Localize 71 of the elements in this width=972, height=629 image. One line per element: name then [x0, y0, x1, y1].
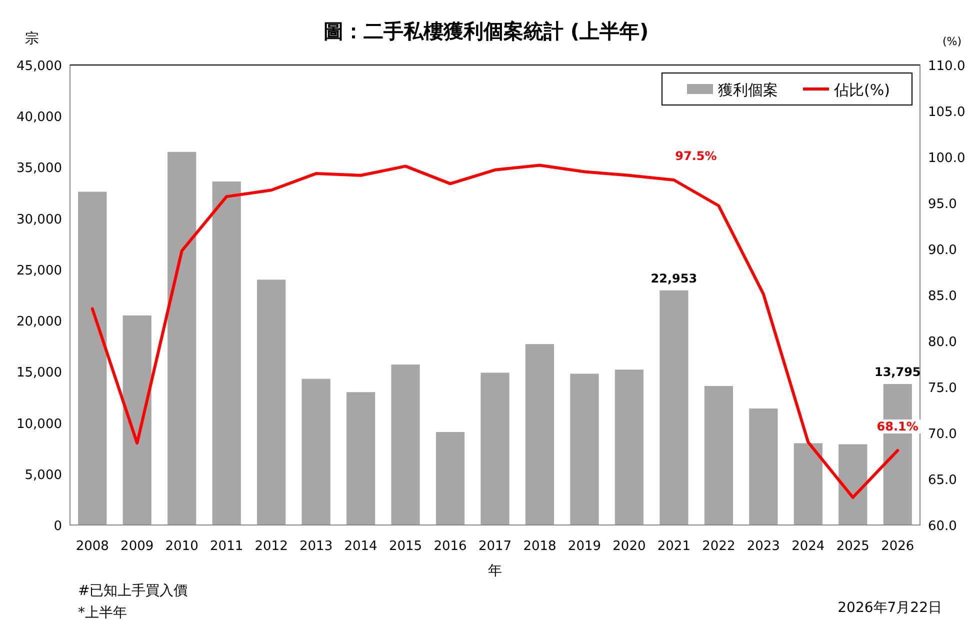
y-tick-label: 5,000 [24, 468, 62, 483]
bar [257, 280, 286, 525]
x-tick-label: 2014 [344, 539, 378, 554]
bar [838, 444, 868, 525]
y-tick-label: 0 [54, 519, 62, 534]
x-tick-label: 2016 [434, 539, 467, 554]
x-tick-label: 2022 [702, 539, 736, 554]
y-tick-label: 15,000 [16, 366, 62, 381]
bar [436, 432, 465, 525]
data-label: 68.1% [876, 419, 918, 434]
y-tick-label: 25,000 [16, 263, 62, 278]
x-tick-label: 2019 [568, 539, 602, 554]
bar [614, 370, 644, 525]
bar [212, 182, 241, 525]
bar [570, 374, 599, 525]
y2-tick-label: 70.0 [928, 427, 957, 442]
x-tick-label: 2015 [388, 539, 422, 554]
x-tick-label: 2021 [657, 539, 690, 554]
y-tick-label: 35,000 [16, 161, 62, 176]
y2-tick-label: 80.0 [928, 335, 957, 350]
x-tick-label: 2013 [300, 539, 333, 554]
y2-axis-title: (%) [942, 35, 962, 48]
bar [122, 315, 152, 525]
bar [302, 378, 330, 525]
chart-title: 圖：二手私樓獲利個案統計 (上半年) [323, 19, 649, 43]
y-tick-label: 30,000 [16, 212, 62, 228]
y-tick-label: 10,000 [16, 416, 62, 432]
x-tick-label: 2025 [836, 539, 870, 554]
bar [794, 443, 822, 525]
data-label: 22,953 [650, 271, 698, 286]
bar [480, 372, 510, 525]
x-tick-label: 2012 [254, 539, 288, 554]
x-tick-label: 2020 [612, 539, 646, 554]
legend-label: 獲利個案 [718, 81, 778, 99]
y2-tick-label: 65.0 [928, 473, 957, 488]
x-tick-label: 2009 [120, 539, 154, 554]
bar [525, 344, 554, 525]
y2-tick-label: 85.0 [928, 289, 957, 304]
y2-tick-label: 95.0 [928, 197, 957, 212]
y-axis-title: 宗 [25, 31, 39, 47]
y-tick-label: 40,000 [16, 110, 62, 126]
data-label: 13,795 [874, 364, 921, 379]
y-tick-label: 20,000 [16, 314, 62, 330]
x-tick-label: 2017 [478, 539, 512, 554]
x-tick-label: 2026 [881, 539, 914, 554]
bar [704, 386, 733, 525]
y2-tick-label: 100.0 [928, 151, 966, 166]
y2-tick-label: 75.0 [928, 381, 957, 396]
bar [168, 152, 196, 525]
data-label: 97.5% [675, 149, 717, 163]
y2-tick-label: 60.0 [928, 519, 957, 534]
y2-tick-label: 110.0 [928, 59, 966, 74]
x-tick-label: 2023 [746, 539, 780, 554]
bar [78, 192, 107, 525]
x-tick-label: 2018 [523, 539, 556, 554]
text: *上半年 [78, 605, 127, 621]
bar [346, 392, 376, 525]
y2-tick-label: 90.0 [928, 243, 957, 258]
y2-tick-label: 105.0 [928, 105, 966, 120]
bar [660, 290, 688, 525]
x-tick-label: 2011 [210, 539, 244, 554]
legend-label: 佔比(%) [833, 81, 890, 99]
x-tick-label: 2010 [165, 539, 198, 554]
x-tick-label: 2024 [792, 539, 825, 554]
x-tick-label: 2008 [76, 539, 109, 554]
bar [749, 408, 778, 525]
x-axis-title: 年 [488, 563, 502, 579]
y-tick-label: 45,000 [16, 59, 62, 74]
text: #已知上手買入價 [78, 583, 188, 599]
bar [391, 364, 420, 525]
text: 2026年7月22日 [838, 600, 942, 616]
